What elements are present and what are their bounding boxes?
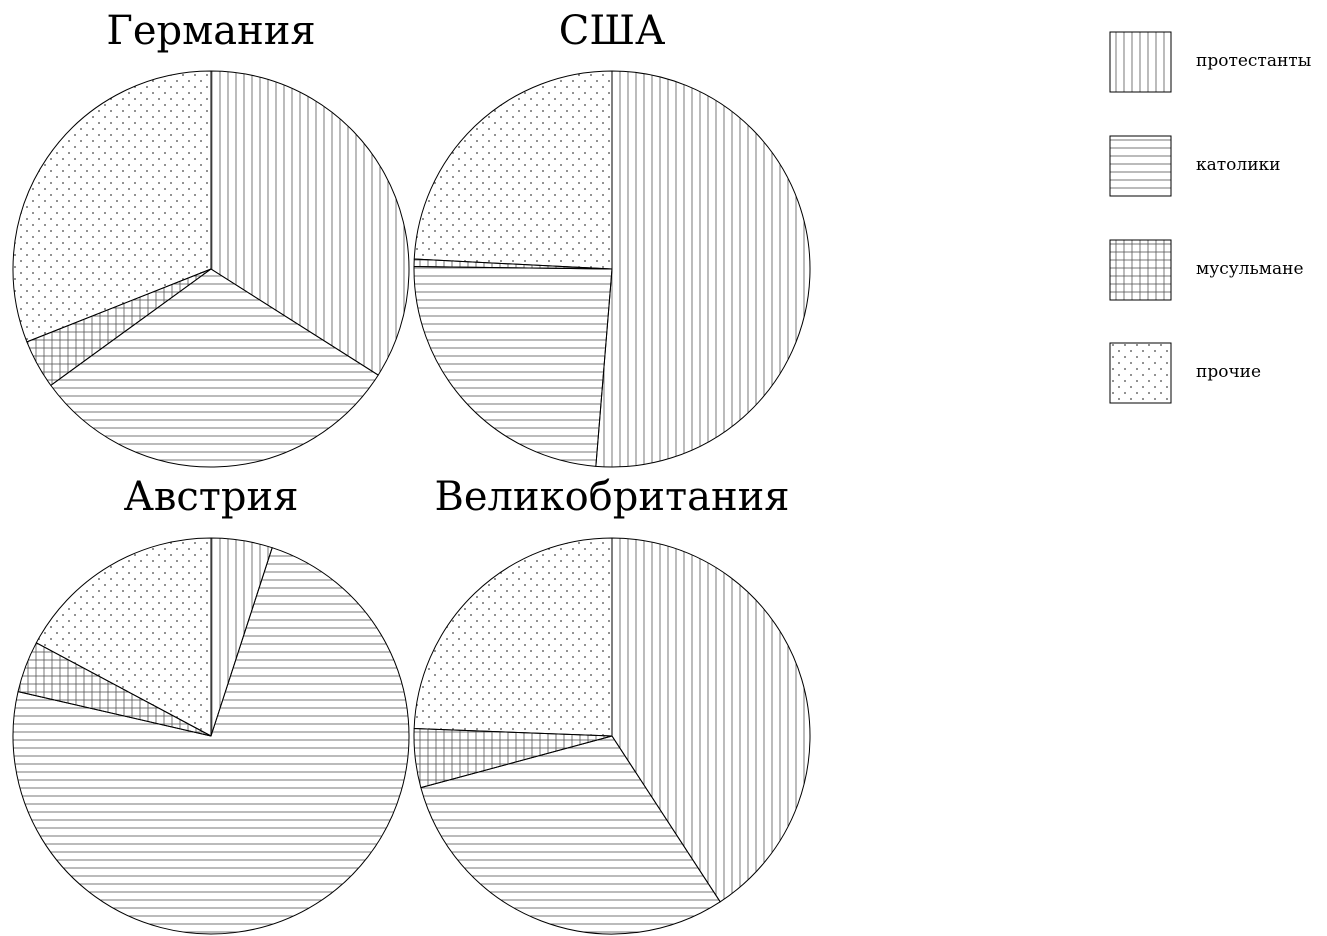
pie-chart-uk bbox=[413, 537, 811, 935]
pie-title-austria: Австрия bbox=[124, 474, 299, 520]
pie-slice-usa-protestants bbox=[595, 70, 811, 468]
legend-label-others: прочие bbox=[1196, 362, 1261, 382]
pie-slice-usa-others bbox=[413, 70, 613, 270]
pie-slice-usa-catholics bbox=[413, 266, 613, 467]
legend: протестанты католики мусульмане прочие bbox=[1109, 31, 1311, 404]
pie-chart-usa bbox=[413, 70, 811, 468]
pie-title-uk: Великобритания bbox=[434, 474, 789, 520]
pie-slice-austria-others bbox=[35, 537, 212, 737]
legend-swatch-protestants bbox=[1109, 31, 1172, 93]
pie-slice-germany-protestants bbox=[210, 70, 410, 376]
pie-slice-germany-others bbox=[12, 70, 212, 343]
pie-title-germany: Германия bbox=[106, 8, 315, 54]
legend-label-muslims: мусульмане bbox=[1196, 259, 1304, 279]
pie-slice-uk-protestants bbox=[611, 537, 811, 903]
pie-title-usa: США bbox=[559, 8, 666, 54]
legend-swatch-others bbox=[1109, 342, 1172, 404]
pie-slice-uk-catholics bbox=[420, 735, 721, 935]
pie-slice-austria-catholics bbox=[12, 547, 410, 935]
pie-slice-germany-catholics bbox=[50, 268, 379, 468]
pie-chart-germany bbox=[12, 70, 410, 468]
legend-swatch-muslims bbox=[1109, 239, 1172, 301]
pie-slice-uk-others bbox=[413, 537, 613, 737]
pie-chart-austria bbox=[12, 537, 410, 935]
legend-label-protestants: протестанты bbox=[1196, 51, 1311, 71]
legend-label-catholics: католики bbox=[1196, 155, 1281, 175]
legend-swatch-catholics bbox=[1109, 135, 1172, 197]
